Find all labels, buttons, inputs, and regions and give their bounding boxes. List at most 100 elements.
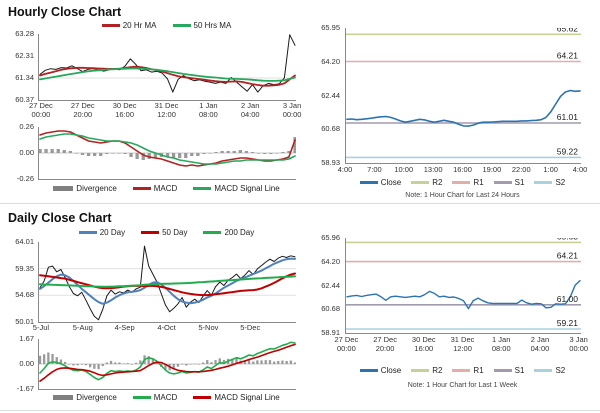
tick-label: 1 Jan 08:00 (198, 101, 218, 119)
tick-label: 4:00 (572, 165, 588, 174)
weekly-levels-legend: Close R2 R1 S1 S2 (340, 366, 585, 375)
weekly-levels-plot: 65.63 64.21 61.00 59.21 (345, 238, 581, 334)
tick-label: 61.34 (15, 73, 34, 82)
tick-label: 13:00 (423, 165, 443, 174)
legend-item-50-hrs-ma: 50 Hrs MA (172, 21, 232, 30)
tick-label: 58.91 (321, 328, 340, 337)
legend-item-close: Close (359, 178, 402, 187)
hourly-levels-chart: 65.62 64.21 61.01 59.22 (346, 28, 581, 159)
legend-label: R2 (432, 366, 443, 375)
tick-label: 58.93 (321, 158, 340, 167)
legend-item-20-day: 20 Day (78, 228, 125, 237)
legend-item-macd: MACD (132, 184, 178, 193)
tick-label: 5-Jul (32, 323, 50, 332)
legend-label: Close (380, 178, 402, 187)
tick-label: 4:00 (337, 165, 353, 174)
legend-swatch (359, 369, 378, 372)
legend-item-20-hr-ma: 20 Hr MA (101, 21, 157, 30)
legend-item-r1: R1 (452, 178, 484, 187)
hourly-levels-plot: 65.62 64.21 61.01 59.22 (345, 28, 581, 164)
tick-label: 1:00 (543, 165, 558, 174)
legend-swatch (534, 181, 553, 184)
hourly-macd-chart (39, 130, 296, 167)
legend-label: 50 Hrs MA (193, 21, 232, 30)
tick-label: 3 Jan 00:00 (282, 101, 302, 119)
daily-price-plot (38, 242, 296, 323)
tick-label: 5-Aug (72, 323, 93, 332)
tick-label: 63.28 (15, 29, 34, 38)
daily-price-chart (39, 245, 296, 321)
tick-label: 31 Dec 12:00 (450, 335, 475, 353)
tick-label: 65.95 (321, 23, 340, 32)
legend-swatch (203, 231, 222, 234)
legend-label: 50 Day (162, 228, 188, 237)
tick-label: 64.20 (321, 256, 340, 266)
legend-label: R1 (473, 366, 484, 375)
tick-label: 50.01 (15, 316, 34, 326)
level-value-label: 65.62 (557, 28, 579, 33)
legend-swatch (132, 396, 151, 399)
daily-macd-y-axis: 1.67 0.00 -1.67 (0, 335, 34, 393)
tick-label: 16:00 (453, 165, 472, 174)
tick-label: 10:00 (394, 165, 414, 174)
tick-label: 1.67 (19, 334, 34, 343)
tick-label: 62.31 (15, 51, 34, 60)
legend-label: Divergence (76, 184, 117, 193)
legend-swatch (132, 187, 151, 190)
tick-label: 65.96 (321, 233, 340, 242)
tick-label: 1 Jan 08:00 (491, 335, 511, 353)
level-value-label: 65.63 (557, 238, 579, 241)
legend-swatch (101, 24, 120, 27)
legend-item-r2: R2 (411, 366, 442, 375)
tick-label: 64.01 (15, 237, 34, 246)
legend-label: Close (380, 366, 402, 375)
legend-item-divergence: Divergence (53, 393, 117, 402)
tick-label: 62.44 (321, 90, 340, 100)
tick-label: 0.26 (19, 122, 34, 131)
hourly-price-chart (39, 34, 296, 93)
tick-label: 60.68 (321, 124, 340, 134)
legend-swatch (452, 369, 471, 372)
legend-swatch (452, 181, 471, 184)
level-value-label: 61.01 (557, 112, 579, 122)
legend-label: S2 (555, 178, 566, 187)
legend-item-r2: R2 (411, 178, 442, 187)
tick-label: 30 Dec 16:00 (411, 335, 436, 353)
hourly-levels-x-axis: 4:00 7:00 10:00 13:00 16:00 19:00 22:00 1:00 4:0… (331, 165, 594, 175)
legend-swatch (493, 181, 512, 184)
hourly-ma-legend: 20 Hr MA 50 Hrs MA (38, 21, 295, 30)
hourly-section-title: Hourly Close Chart (8, 5, 122, 19)
legend-swatch (172, 24, 191, 27)
level-value-label: 59.22 (557, 146, 579, 156)
tick-label: -1.67 (16, 384, 34, 393)
daily-macd-plot (38, 339, 296, 390)
legend-item-s1: S1 (493, 366, 524, 375)
legend-swatch (78, 231, 97, 234)
legend-label: MACD (153, 393, 178, 402)
tick-label: 4-Oct (157, 323, 176, 332)
legend-label: R1 (473, 178, 484, 187)
legend-swatch (411, 369, 430, 372)
legend-item-s1: S1 (493, 178, 524, 187)
tick-label: 30 Dec 16:00 (112, 101, 137, 119)
daily-macd-legend: Divergence MACD MACD Signal Line (38, 393, 295, 402)
legend-item-macd-signal-line: MACD Signal Line (193, 184, 280, 193)
legend-swatch (53, 395, 74, 400)
legend-swatch (141, 231, 160, 234)
tick-label: 27 Dec 20:00 (373, 335, 397, 353)
legend-label: MACD (153, 184, 178, 193)
legend-swatch (534, 369, 553, 372)
hourly-macd-legend: Divergence MACD MACD Signal Line (38, 184, 295, 193)
level-value-label: 59.21 (557, 318, 579, 328)
weekly-levels-chart: 65.63 64.21 61.00 59.21 (346, 238, 581, 330)
tick-label: 2 Jan 04:00 (530, 335, 550, 353)
tick-label: 27 Dec 20:00 (70, 101, 95, 119)
legend-swatch (193, 187, 212, 190)
level-value-label: 61.00 (557, 294, 579, 304)
daily-ma-legend: 20 Day 50 Day 200 Day (38, 228, 295, 237)
legend-swatch (193, 396, 212, 399)
tick-label: 4-Sep (114, 323, 135, 332)
legend-label: MACD Signal Line (214, 184, 280, 193)
tick-label: 62.44 (321, 280, 340, 290)
